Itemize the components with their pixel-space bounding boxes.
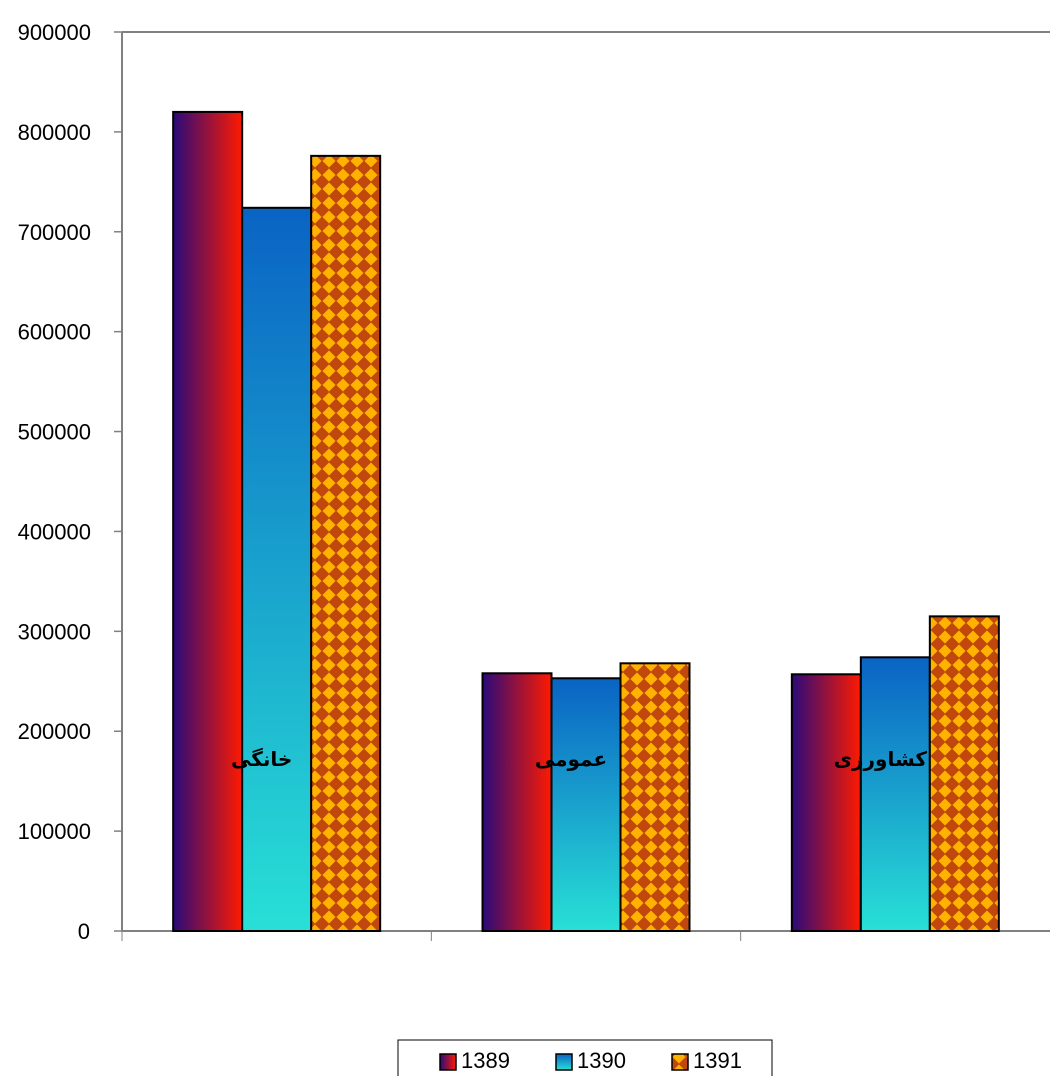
- category-label: کشاورزی: [834, 747, 928, 771]
- y-tick-label: 600000: [18, 320, 91, 345]
- y-tick-label: 900000: [18, 20, 91, 45]
- bar-1390-3: [859, 656, 931, 932]
- x-axis-categories: خانگی عمومی کشاورزی: [231, 747, 927, 771]
- bars: [172, 110, 1000, 933]
- legend-swatch-1390: [555, 1053, 573, 1071]
- legend: 1389 1390 1391: [397, 1039, 773, 1076]
- y-tick-label: 800000: [18, 120, 91, 145]
- bar-1391-1: [310, 154, 382, 932]
- bar-1391-2: [619, 662, 691, 932]
- legend-label: 1389: [461, 1048, 510, 1073]
- category-label: خانگی: [231, 747, 292, 771]
- y-axis-ticks: 0 100000 200000 300000 400000 500000 600000 700…: [18, 20, 122, 944]
- legend-swatch-1391: [671, 1053, 689, 1071]
- legend-label: 1390: [577, 1048, 626, 1073]
- bar-1389-3: [790, 673, 862, 933]
- y-tick-label: 500000: [18, 420, 91, 445]
- y-tick-label: 300000: [18, 619, 91, 644]
- legend-box: [397, 1039, 773, 1076]
- bar-1390-1: [241, 206, 313, 932]
- bar-1389-2: [481, 672, 553, 933]
- y-tick-label: 200000: [18, 719, 91, 744]
- category-label: عمومی: [535, 747, 607, 771]
- y-tick-label: 0: [78, 919, 90, 944]
- legend-swatch-1389: [439, 1053, 457, 1071]
- bar-1390-2: [550, 677, 622, 933]
- y-tick-label: 400000: [18, 519, 91, 544]
- bar-1389-1: [172, 110, 244, 932]
- y-tick-label: 700000: [18, 220, 91, 245]
- legend-label: 1391: [693, 1048, 742, 1073]
- bar-1391-3: [928, 615, 1000, 932]
- y-tick-label: 100000: [18, 819, 91, 844]
